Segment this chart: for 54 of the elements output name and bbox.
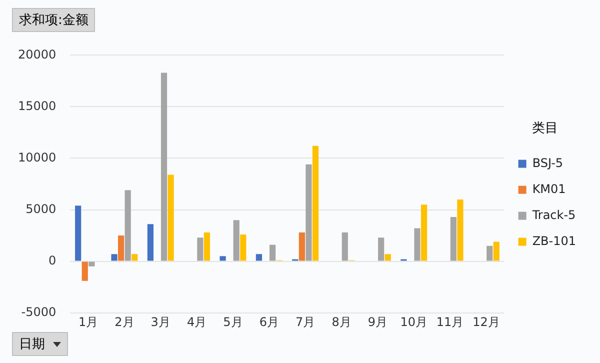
x-tick-label: 6月 xyxy=(259,315,279,330)
bar xyxy=(111,254,118,261)
bar xyxy=(82,262,88,281)
bar xyxy=(457,199,464,261)
bar xyxy=(312,146,319,261)
y-tick-label: 15000 xyxy=(18,98,56,113)
bar xyxy=(124,190,131,261)
bar xyxy=(118,236,124,261)
bar xyxy=(420,204,428,261)
x-tick-label: 5月 xyxy=(223,315,243,330)
bar xyxy=(233,220,240,261)
y-tick-label: -5000 xyxy=(21,304,56,319)
bar xyxy=(88,262,95,266)
bar xyxy=(197,238,204,261)
bar xyxy=(75,206,82,261)
legend-label: KM01 xyxy=(532,182,566,196)
bar xyxy=(298,232,305,261)
legend-label: Track-5 xyxy=(531,208,576,222)
x-tick-label: 3月 xyxy=(150,315,170,330)
bar xyxy=(414,228,420,261)
bar xyxy=(450,216,456,261)
x-tick-label: 11月 xyxy=(436,315,464,330)
x-tick-label: 7月 xyxy=(296,315,316,330)
bar xyxy=(160,72,168,261)
x-tick-label: 9月 xyxy=(368,315,388,330)
bar xyxy=(204,232,210,261)
bar xyxy=(342,232,348,261)
bar xyxy=(240,234,246,261)
bar xyxy=(306,164,312,261)
x-tick-label: 2月 xyxy=(114,315,134,330)
y-tick-label: 0 xyxy=(48,253,56,268)
bar xyxy=(168,174,174,261)
x-axis-title: 日期 xyxy=(19,336,45,353)
y-tick-label: 20000 xyxy=(18,47,56,62)
bar xyxy=(147,224,154,261)
legend-label: BSJ-5 xyxy=(532,156,564,170)
bar xyxy=(384,254,391,261)
chart-title: 求和项:金额 xyxy=(19,12,88,29)
y-tick-label: 10000 xyxy=(18,150,56,164)
bar xyxy=(378,238,384,261)
bar xyxy=(486,246,493,261)
x-tick-label: 8月 xyxy=(332,315,352,330)
bar xyxy=(269,244,276,261)
x-tick-label: 10月 xyxy=(400,315,428,330)
bar xyxy=(132,254,138,261)
bar xyxy=(493,242,500,261)
x-tick-label: 4月 xyxy=(186,315,207,330)
y-tick-label: 5000 xyxy=(26,202,56,216)
bar xyxy=(220,256,226,261)
x-tick-label: 12月 xyxy=(472,315,500,330)
legend-label: ZB-101 xyxy=(532,234,576,248)
legend-title: 类目 xyxy=(532,121,558,136)
x-tick-label: 1月 xyxy=(78,315,98,330)
bar xyxy=(256,254,262,261)
